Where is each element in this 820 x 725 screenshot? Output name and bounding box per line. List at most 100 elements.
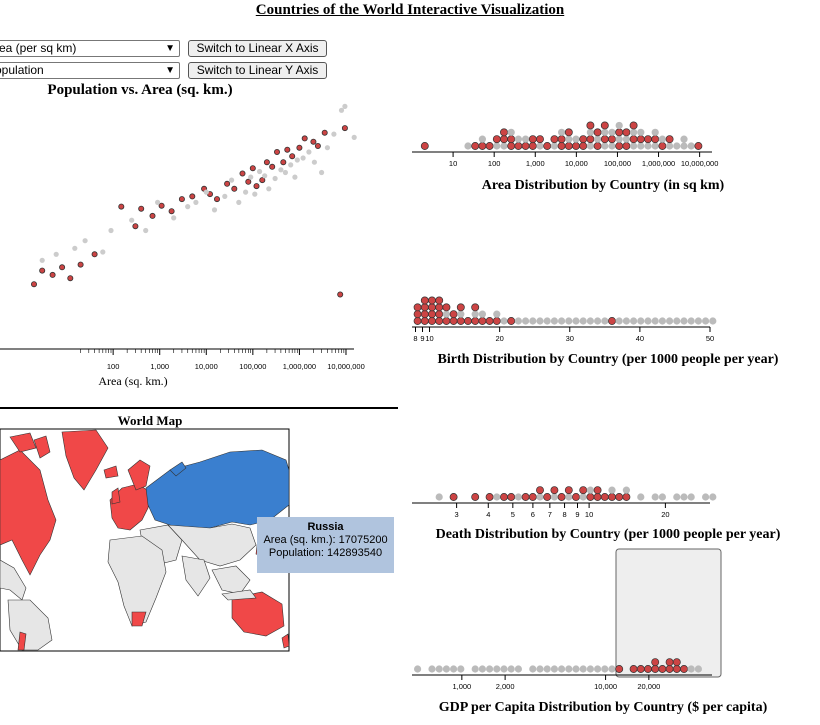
dot-plot-point[interactable] (608, 317, 616, 325)
dot-plot-point[interactable] (666, 317, 674, 325)
dot-plot-point[interactable] (550, 142, 559, 150)
scatter-point[interactable] (243, 189, 249, 195)
dot-plot-point[interactable] (507, 135, 516, 144)
dot-plot-point[interactable] (442, 310, 450, 318)
dot-plot-point[interactable] (486, 665, 494, 673)
dot-plot-point[interactable] (615, 128, 624, 137)
dot-plot-point[interactable] (536, 135, 544, 144)
dot-plot-point[interactable] (514, 493, 523, 501)
dot-plot-point[interactable] (687, 665, 695, 673)
dot-plot-point[interactable] (471, 493, 480, 501)
dot-plot-point[interactable] (608, 142, 616, 150)
dot-plot-point[interactable] (565, 493, 573, 501)
dot-plot-point[interactable] (464, 142, 472, 150)
dot-plot-point[interactable] (637, 128, 645, 136)
dot-plot-point[interactable] (572, 142, 580, 150)
dot-plot-point[interactable] (413, 310, 422, 319)
scatter-point[interactable] (253, 183, 260, 190)
dot-plot-point[interactable] (702, 317, 710, 325)
dot-plot-point[interactable] (630, 142, 638, 150)
scatter-point[interactable] (236, 199, 242, 205)
dot-plot-point[interactable] (492, 135, 501, 144)
map-central-asia[interactable] (167, 523, 257, 567)
dot-plot-point[interactable] (456, 303, 465, 312)
dot-plot-point[interactable] (673, 142, 681, 150)
dot-plot-point[interactable] (507, 317, 516, 325)
dot-plot-point[interactable] (665, 665, 674, 673)
scatter-point[interactable] (296, 144, 303, 151)
dot-plot-point[interactable] (420, 310, 429, 319)
dot-plot-point[interactable] (564, 486, 573, 495)
dot-plot-point[interactable] (651, 665, 660, 673)
dot-plot-point[interactable] (608, 493, 616, 501)
map-greenland[interactable] (61, 429, 109, 491)
dot-plot-point[interactable] (449, 310, 458, 319)
dot-plot-point[interactable] (586, 665, 595, 673)
scatter-point[interactable] (272, 175, 278, 182)
dot-plot-point[interactable] (557, 135, 566, 144)
dot-plot-point[interactable] (485, 317, 494, 325)
scatter-point[interactable] (30, 281, 37, 288)
scatter-point[interactable] (289, 153, 296, 160)
dot-plot-point[interactable] (615, 142, 624, 150)
dot-plot-point[interactable] (615, 121, 623, 130)
dot-plot-point[interactable] (651, 658, 660, 667)
dot-plot-point[interactable] (442, 665, 450, 673)
dot-plot-point[interactable] (471, 665, 479, 673)
dot-plot-point[interactable] (471, 310, 479, 318)
dot-plot-point[interactable] (680, 493, 688, 501)
dot-plot-point[interactable] (564, 128, 573, 137)
dot-plot-point[interactable] (579, 135, 588, 144)
scatter-point[interactable] (203, 189, 209, 195)
dot-plot-point[interactable] (586, 142, 595, 150)
dot-plot-point[interactable] (615, 317, 623, 325)
dot-plot-point[interactable] (485, 142, 494, 150)
dot-plot-point[interactable] (435, 493, 443, 501)
dot-plot-point[interactable] (478, 310, 486, 318)
gdp-brush-selection[interactable] (615, 548, 722, 678)
dot-plot-point[interactable] (485, 493, 494, 501)
dot-plot-point[interactable] (521, 142, 530, 150)
dot-plot-point[interactable] (637, 493, 645, 501)
dot-plot-point[interactable] (608, 486, 616, 494)
scatter-point[interactable] (231, 185, 238, 192)
dot-plot-point[interactable] (471, 142, 480, 150)
scatter-point[interactable] (72, 245, 78, 251)
dot-plot-point[interactable] (680, 665, 688, 673)
scatter-point[interactable] (59, 264, 66, 271)
scatter-point[interactable] (306, 149, 312, 155)
dot-plot-point[interactable] (514, 317, 523, 325)
dot-plot-point[interactable] (414, 665, 422, 673)
scatter-point[interactable] (91, 251, 98, 258)
scatter-point[interactable] (288, 162, 294, 168)
scatter-point[interactable] (337, 291, 344, 298)
dot-plot-point[interactable] (622, 317, 631, 325)
dot-plot-point[interactable] (608, 135, 616, 144)
dot-plot-point[interactable] (615, 493, 624, 501)
scatter-point[interactable] (319, 169, 325, 176)
dot-plot-point[interactable] (579, 142, 588, 150)
dot-plot-point[interactable] (651, 142, 659, 150)
scatter-point[interactable] (49, 271, 56, 278)
scatter-point[interactable] (158, 202, 165, 209)
dot-plot-point[interactable] (593, 142, 602, 150)
scatter-point[interactable] (213, 196, 220, 203)
dot-plot-point[interactable] (450, 665, 458, 673)
dot-plot-point[interactable] (550, 135, 559, 144)
dot-plot-point[interactable] (594, 135, 602, 143)
scatter-plot[interactable] (30, 103, 357, 298)
scatter-point[interactable] (211, 207, 218, 213)
dot-plot-point[interactable] (622, 128, 631, 137)
y-axis-select[interactable]: opulation ▼ (0, 62, 180, 79)
dot-plot-point[interactable] (442, 303, 451, 312)
dot-plot-point[interactable] (702, 493, 710, 501)
dot-plot-point[interactable] (536, 493, 544, 501)
dot-plot-point[interactable] (529, 317, 537, 325)
linear-y-axis-button[interactable]: Switch to Linear Y Axis (188, 62, 327, 79)
dot-plot-point[interactable] (507, 142, 516, 150)
death-dot-plot[interactable]: 3 4 5 6 7 8 9 10 20 (412, 486, 717, 519)
scatter-point[interactable] (53, 251, 59, 257)
map-iceland[interactable] (103, 465, 119, 479)
dot-plot-point[interactable] (521, 493, 530, 501)
dot-plot-point[interactable] (572, 135, 580, 143)
